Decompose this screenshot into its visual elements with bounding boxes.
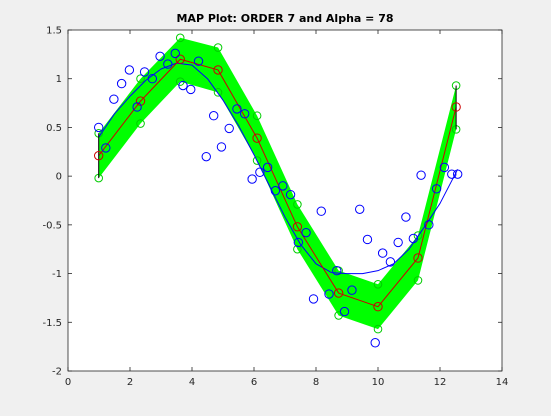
band-upper-marker — [175, 33, 185, 43]
band-upper-marker — [136, 74, 145, 84]
map-mean-marker — [333, 288, 344, 298]
chart-title: MAP Plot: ORDER 7 and Alpha = 78 — [176, 12, 393, 25]
x-tick-label: 6 — [251, 377, 257, 388]
y-tick-label: 1 — [56, 74, 62, 85]
observation-point — [232, 104, 242, 114]
x-tick-label: 4 — [189, 377, 195, 388]
band-upper-marker — [373, 279, 383, 289]
observation-point — [116, 78, 127, 89]
map-mean-marker — [373, 301, 383, 312]
y-tick-label: 0.5 — [46, 123, 62, 134]
observation-point — [439, 162, 450, 173]
axes-box — [67, 29, 503, 372]
observation-point — [278, 181, 288, 191]
band-lower-marker — [252, 156, 262, 165]
observation-point — [424, 220, 434, 230]
observation-point — [332, 265, 342, 276]
observation-point — [186, 84, 196, 95]
observation-point — [109, 94, 119, 104]
observation-point — [139, 67, 150, 77]
observation-point — [452, 169, 463, 179]
observation-point — [377, 248, 388, 258]
band-lower-marker — [413, 276, 423, 285]
x-tick-label: 2 — [127, 377, 133, 388]
observation-point — [224, 123, 234, 134]
observation-point — [316, 206, 326, 216]
axis-ticks: 0 2 4 6 8 10 12 14 -2 -1.5 -1 -0.5 0 0.5 1 1.5 — [42, 26, 508, 389]
observation-point — [163, 59, 173, 69]
band-lower-marker — [213, 88, 223, 97]
observation-point — [393, 237, 403, 248]
observation-point — [447, 169, 457, 179]
observation-point — [401, 212, 411, 222]
map-mean-marker — [451, 102, 461, 112]
observation-point — [347, 285, 357, 295]
observation-point — [209, 111, 219, 121]
observation-point — [132, 102, 142, 112]
observation-point — [285, 189, 296, 200]
observation-point — [385, 257, 396, 267]
observation-point — [155, 51, 165, 62]
observation-point — [216, 142, 227, 152]
observation-point — [147, 74, 158, 84]
map-mean-marker — [413, 253, 423, 263]
band-upper-marker — [293, 200, 302, 209]
observation-point — [124, 65, 135, 75]
observation-point — [408, 233, 419, 244]
band-lower-marker — [373, 324, 383, 334]
band-lower-marker — [136, 119, 145, 128]
map-mean-marker — [175, 54, 185, 64]
observation-point — [247, 174, 257, 184]
observation-point — [370, 338, 380, 348]
observation-point — [255, 167, 265, 177]
observation-point — [362, 234, 373, 245]
observation-point — [240, 109, 250, 119]
map-mean-marker — [93, 150, 104, 161]
fit-curve — [98, 62, 459, 275]
observation-point — [170, 48, 180, 59]
x-tick-label: 0 — [65, 377, 71, 388]
observation-point — [270, 186, 281, 196]
y-tick-label: -1 — [52, 269, 62, 280]
observation-point — [339, 306, 350, 317]
map-mean-marker — [135, 96, 146, 106]
x-tick-label: 14 — [496, 377, 509, 388]
observation-point — [301, 227, 311, 238]
observation-point — [416, 170, 426, 180]
band-upper-marker — [413, 231, 423, 240]
observation-point — [355, 204, 365, 214]
y-tick-label: 0 — [56, 172, 62, 183]
observation-point — [324, 289, 334, 299]
map-mean-marker — [292, 222, 303, 232]
y-tick-label: -1.5 — [42, 318, 62, 329]
plot-area — [93, 33, 463, 348]
x-tick-label: 12 — [434, 377, 447, 388]
observation-point — [308, 294, 319, 304]
observation-point — [193, 56, 204, 66]
band-upper-marker — [213, 43, 223, 52]
map-mean-line — [98, 58, 457, 308]
y-tick-label: 1.5 — [46, 26, 62, 37]
map-mean-marker — [252, 133, 262, 143]
x-tick-label: 8 — [313, 377, 319, 388]
band-upper-marker — [252, 111, 262, 121]
y-tick-label: -2 — [52, 367, 62, 378]
x-tick-label: 10 — [372, 377, 385, 388]
observation-point — [93, 122, 104, 133]
observation-point — [431, 184, 442, 194]
band-lower-marker — [293, 244, 302, 254]
observation-point — [178, 80, 188, 91]
observation-point — [101, 143, 111, 153]
y-tick-label: -0.5 — [42, 220, 62, 231]
observation-point — [293, 237, 304, 248]
map-mean-marker — [213, 65, 223, 75]
observation-point — [262, 162, 273, 173]
observation-point — [201, 151, 211, 162]
